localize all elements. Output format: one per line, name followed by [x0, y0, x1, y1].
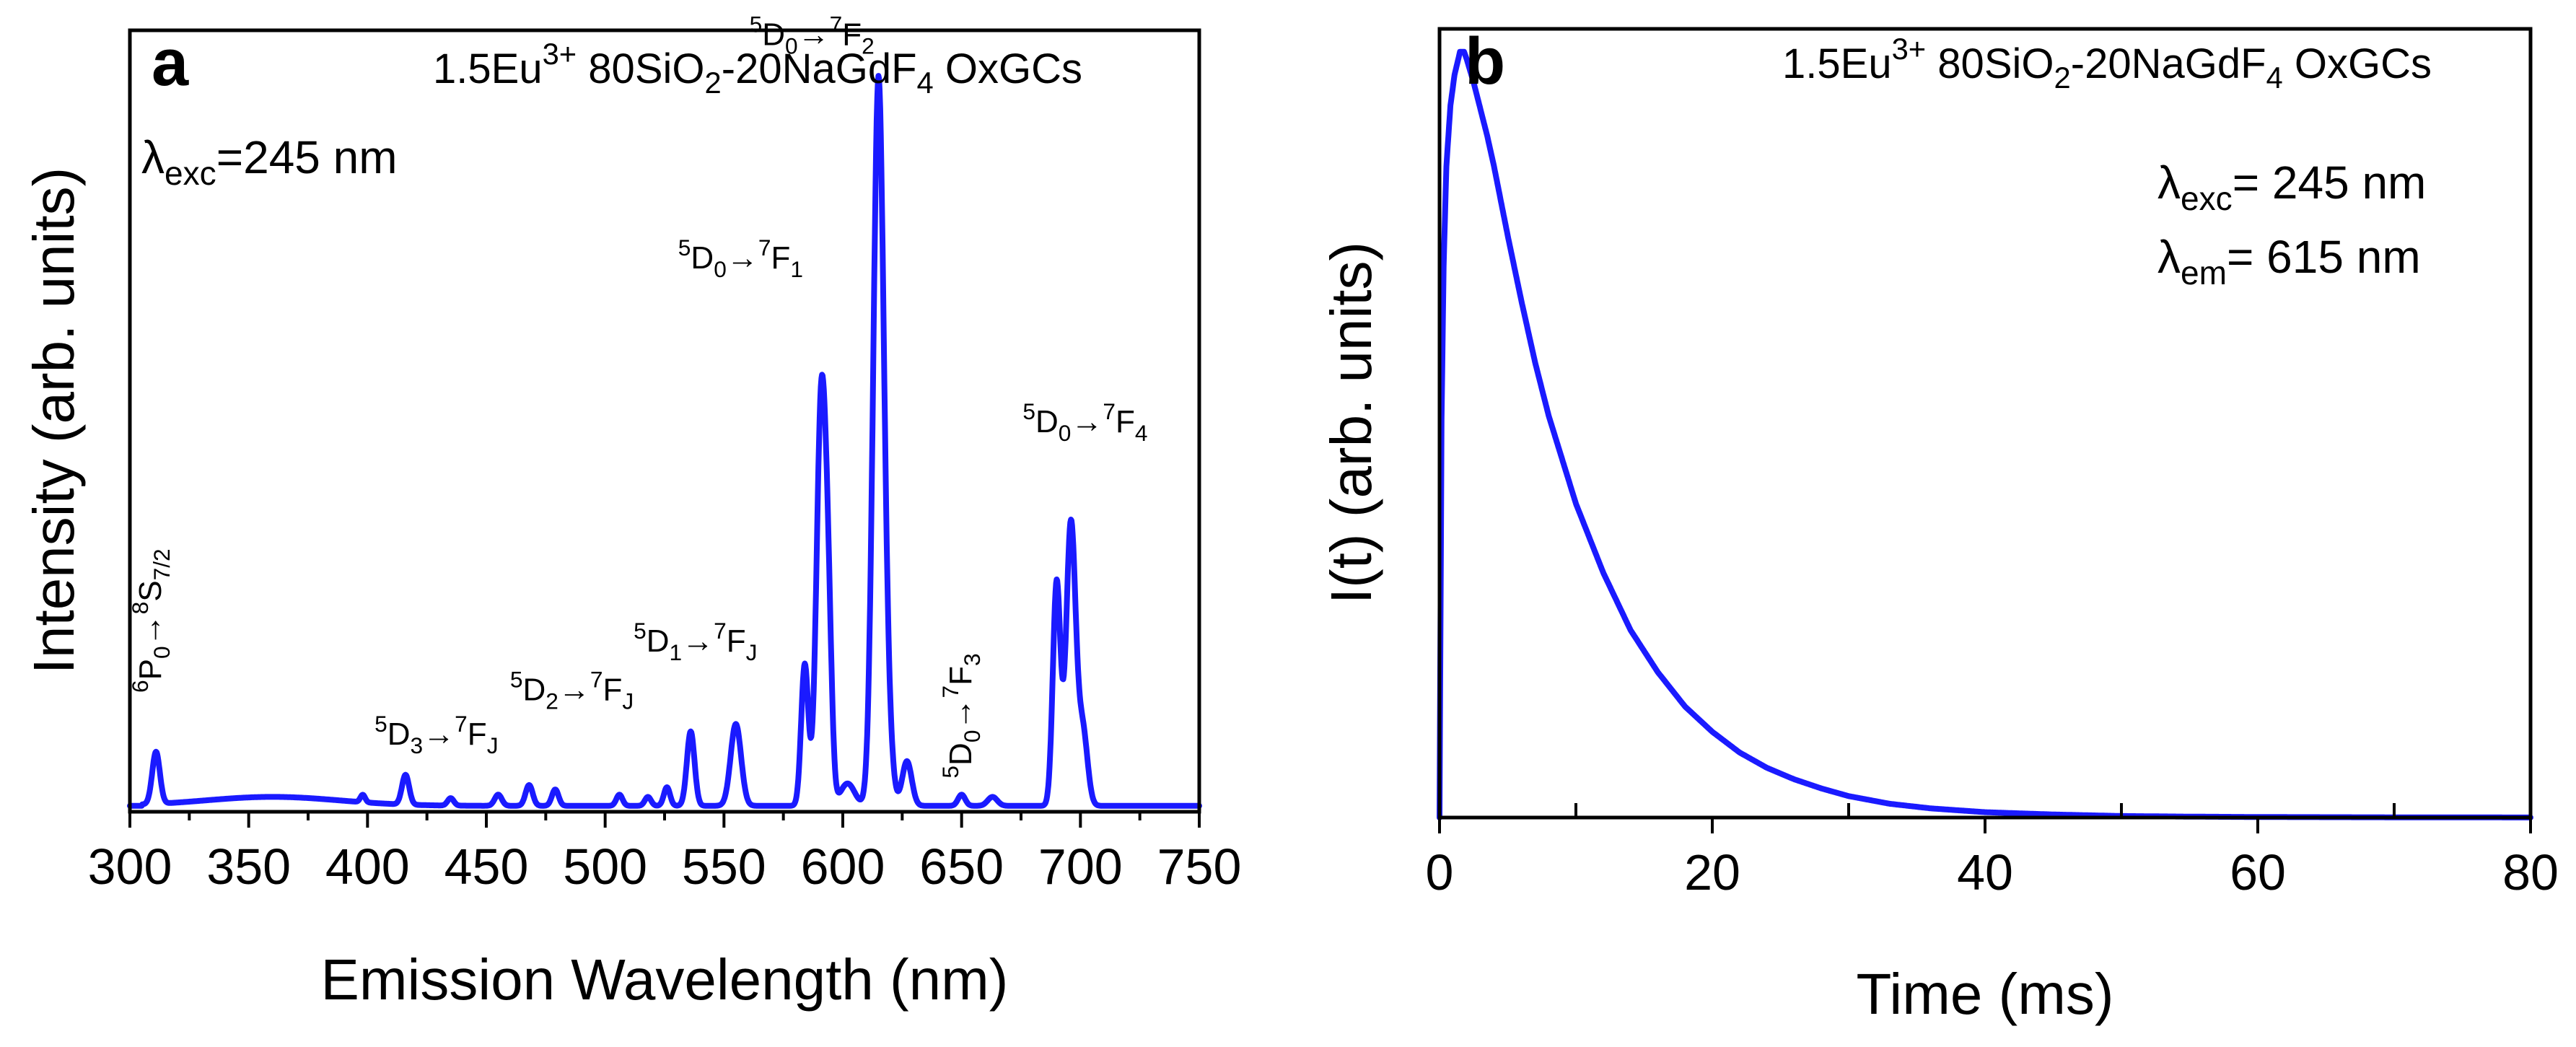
- panel-b-sample-label: 1.5Eu3+ 80SiO2-20NaGdF4 OxGCs: [1782, 32, 2432, 95]
- transition-label: 5D0→7F4: [1022, 398, 1147, 446]
- transition-label: 5D0→7F2: [750, 12, 875, 59]
- transition-label: 6P0→8S7/2: [127, 548, 175, 693]
- x-tick-label: 750: [1157, 838, 1242, 895]
- panel-b-y-axis-title: I(t) (arb. units): [1319, 242, 1383, 604]
- x-tick-label: 600: [801, 838, 885, 895]
- transition-label: 5D1→7FJ: [634, 618, 757, 665]
- transition-label: 5D0→7F3: [937, 653, 985, 778]
- x-tick-label: 40: [1957, 844, 2013, 901]
- panel-a: 300 350 400 450 500 550 600 650 700 750 a 1.5Eu3+…: [22, 12, 1241, 1012]
- x-tick-label: 700: [1038, 838, 1123, 895]
- panel-a-excitation: λexc=245 nm: [141, 131, 398, 192]
- panel-b-x-axis-title: Time (ms): [1857, 962, 2114, 1026]
- x-tick-label: 550: [682, 838, 766, 895]
- panel-b-frame: [1437, 27, 2533, 820]
- x-tick-label: 650: [919, 838, 1004, 895]
- transition-label: 5D3→7FJ: [374, 711, 498, 758]
- panel-b-emission: λem= 615 nm: [2157, 231, 2421, 292]
- x-tick-label: 350: [206, 838, 291, 895]
- x-tick-label: 300: [88, 838, 172, 895]
- panel-a-x-axis: 300 350 400 450 500 550 600 650 700 750: [88, 812, 1242, 895]
- panel-a-x-axis-title: Emission Wavelength (nm): [321, 947, 1009, 1012]
- x-tick-label: 0: [1426, 844, 1454, 901]
- panel-a-y-axis-title: Intensity (arb. units): [22, 167, 86, 675]
- panel-b-excitation: λexc= 245 nm: [2157, 157, 2426, 217]
- x-tick-label: 60: [2230, 844, 2286, 901]
- panel-b-x-axis: 0 20 40 60 80: [1426, 803, 2559, 901]
- transition-label: 5D2→7FJ: [510, 666, 634, 714]
- panel-b: 0 20 40 60 80 b 1.5Eu3+ 80SiO2-20NaGdF4 OxGC…: [1319, 25, 2559, 1026]
- x-tick-label: 450: [444, 838, 529, 895]
- panel-a-sample-label: 1.5Eu3+ 80SiO2-20NaGdF4 OxGCs: [433, 37, 1082, 100]
- x-tick-label: 400: [325, 838, 410, 895]
- panel-a-letter: a: [152, 26, 189, 100]
- x-tick-label: 80: [2502, 844, 2559, 901]
- emission-spectrum-line: [127, 73, 1202, 809]
- x-tick-label: 500: [563, 838, 647, 895]
- x-tick-label: 20: [1684, 844, 1740, 901]
- transition-label: 5D0→7F1: [678, 235, 803, 282]
- panel-b-letter: b: [1465, 25, 1505, 98]
